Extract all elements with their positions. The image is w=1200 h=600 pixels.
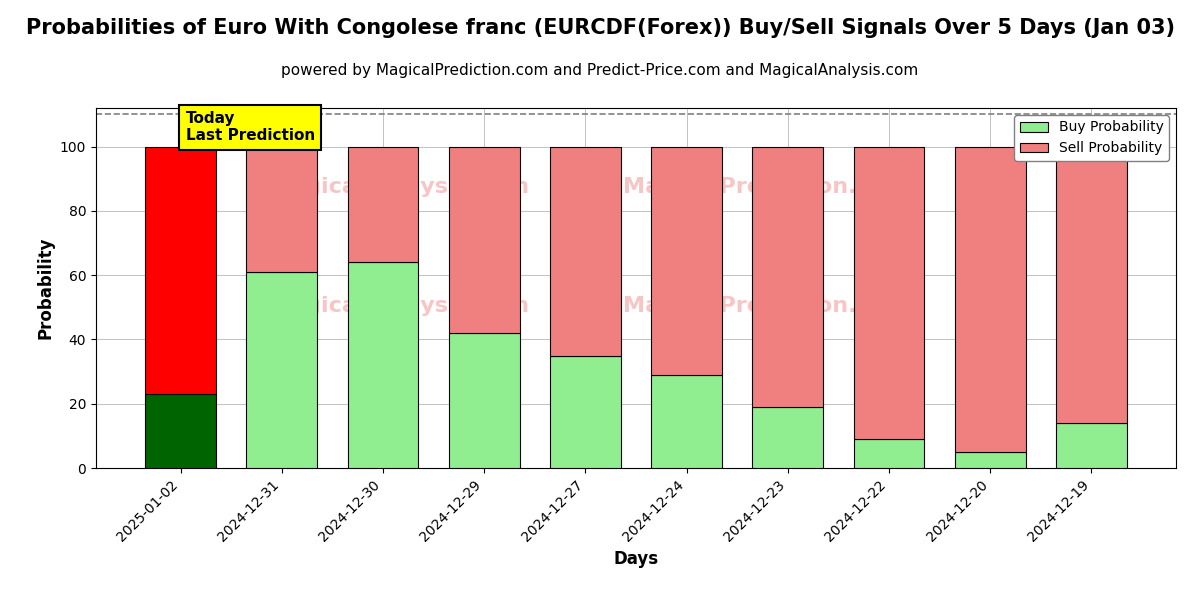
Bar (348, 262, 419, 468)
Bar (652, 375, 722, 468)
Text: MagicalPrediction.com: MagicalPrediction.com (623, 296, 908, 316)
Bar (449, 333, 520, 468)
Bar (246, 146, 317, 272)
Text: powered by MagicalPrediction.com and Predict-Price.com and MagicalAnalysis.com: powered by MagicalPrediction.com and Pre… (281, 63, 919, 78)
Text: MagicalAnalysis.com: MagicalAnalysis.com (268, 177, 529, 197)
Bar (652, 146, 722, 375)
Bar (550, 355, 620, 468)
Bar (1056, 146, 1127, 423)
Bar (955, 146, 1026, 452)
Bar (752, 407, 823, 468)
Bar (449, 146, 520, 333)
Text: MagicalAnalysis.com: MagicalAnalysis.com (268, 296, 529, 316)
Text: Probabilities of Euro With Congolese franc (EURCDF(Forex)) Buy/Sell Signals Over: Probabilities of Euro With Congolese fra… (25, 18, 1175, 38)
Bar (1056, 423, 1127, 468)
Bar (246, 272, 317, 468)
Bar (752, 146, 823, 407)
Bar (145, 394, 216, 468)
Bar (145, 146, 216, 394)
Bar (955, 452, 1026, 468)
Legend: Buy Probability, Sell Probability: Buy Probability, Sell Probability (1014, 115, 1169, 161)
Bar (853, 146, 924, 439)
Bar (550, 146, 620, 355)
Text: Today
Last Prediction: Today Last Prediction (186, 111, 314, 143)
Bar (348, 146, 419, 262)
X-axis label: Days: Days (613, 550, 659, 568)
Text: MagicalPrediction.com: MagicalPrediction.com (623, 177, 908, 197)
Bar (853, 439, 924, 468)
Y-axis label: Probability: Probability (36, 237, 54, 339)
